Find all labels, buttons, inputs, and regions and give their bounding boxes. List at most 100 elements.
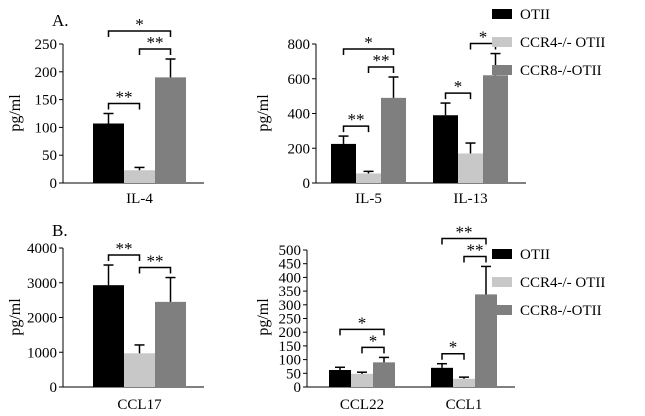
y-tick-label: 0 xyxy=(294,380,302,396)
legend-label: OTII xyxy=(520,7,550,23)
bar xyxy=(373,362,395,387)
y-axis-label: pg/ml xyxy=(7,94,24,132)
bar xyxy=(124,353,155,387)
y-tick-label: 100 xyxy=(279,353,302,369)
bar xyxy=(431,367,453,387)
y-axis-label: pg/ml xyxy=(7,298,24,336)
bar xyxy=(351,373,373,387)
y-tick-label: 250 xyxy=(35,37,58,53)
significance-bracket xyxy=(342,48,395,56)
bar xyxy=(93,123,124,183)
significance-bracket xyxy=(339,328,385,336)
significance-label: ** xyxy=(147,33,164,52)
significance-bracket xyxy=(138,48,172,56)
y-tick-label: 4000 xyxy=(27,241,57,257)
y-axis-label: pg/ml xyxy=(255,94,272,132)
significance-bracket xyxy=(361,346,385,354)
y-tick-label: 600 xyxy=(288,72,311,88)
bar xyxy=(93,285,124,387)
legend-bottom: OTII CCR4-/- OTII CCR8-/-OTII xyxy=(492,247,605,319)
significance-label: * xyxy=(358,313,367,332)
y-tick-label: 250 xyxy=(279,312,302,328)
y-tick-label: 400 xyxy=(279,270,302,286)
y-axis-label: pg/ml xyxy=(255,298,272,336)
significance-label: ** xyxy=(116,88,133,107)
bar xyxy=(483,75,508,183)
y-tick-label: 300 xyxy=(279,298,302,314)
significance-bracket xyxy=(367,66,395,74)
y-tick-label: 400 xyxy=(288,107,311,123)
significance-bracket xyxy=(107,254,141,262)
legend-label: CCR8-/-OTII xyxy=(520,303,602,319)
category-label: CCL17 xyxy=(117,397,162,413)
significance-bracket xyxy=(107,102,141,110)
panel-label-a: A. xyxy=(52,11,69,30)
y-tick-label: 1000 xyxy=(27,345,57,361)
bar xyxy=(381,97,406,183)
y-tick-label: 350 xyxy=(279,284,302,300)
significance-label: ** xyxy=(456,222,473,241)
category-label: CCL22 xyxy=(340,397,384,413)
significance-label: * xyxy=(454,77,463,96)
category-label: IL-4 xyxy=(126,191,153,207)
bar xyxy=(124,170,155,183)
legend-swatch xyxy=(492,65,512,75)
legend-label: CCR8-/-OTII xyxy=(520,63,602,79)
significance-label: ** xyxy=(116,239,133,258)
bar xyxy=(331,143,356,183)
bar xyxy=(155,301,186,387)
legend-swatch xyxy=(492,249,512,259)
y-tick-label: 50 xyxy=(286,366,301,382)
y-tick-label: 150 xyxy=(279,339,302,355)
bar xyxy=(155,77,186,183)
category-label: IL-5 xyxy=(355,191,382,207)
chart-ccl17: 0 1000 2000 3000 4000 pg/ml CCL17 ** ** xyxy=(7,239,204,413)
significance-bracket xyxy=(138,266,172,274)
legend-swatch xyxy=(492,37,512,47)
significance-bracket xyxy=(107,30,172,38)
bar xyxy=(329,370,351,387)
y-tick-label: 50 xyxy=(42,148,57,164)
y-tick-label: 200 xyxy=(279,325,302,341)
significance-label: * xyxy=(135,15,144,34)
legend-label: CCR4-/- OTII xyxy=(520,275,605,291)
y-tick-label: 3000 xyxy=(27,276,57,292)
significance-bracket xyxy=(342,125,370,133)
category-label: IL-13 xyxy=(453,191,487,207)
legend-label: OTII xyxy=(520,247,550,263)
significance-bracket xyxy=(441,352,465,360)
y-tick-label: 450 xyxy=(279,257,302,273)
bar xyxy=(453,378,475,387)
category-label: CCL1 xyxy=(446,397,483,413)
y-tick-label: 0 xyxy=(303,176,311,192)
y-tick-label: 150 xyxy=(35,93,58,109)
significance-label: * xyxy=(479,28,488,47)
y-tick-label: 2000 xyxy=(27,311,57,327)
bar xyxy=(458,153,483,183)
significance-bracket xyxy=(463,255,487,263)
legend-swatch xyxy=(492,277,512,287)
panel-label-b: B. xyxy=(52,221,68,240)
y-tick-label: 100 xyxy=(35,120,58,136)
significance-label: * xyxy=(449,338,458,357)
y-tick-label: 800 xyxy=(288,37,311,53)
y-tick-label: 500 xyxy=(279,243,302,259)
bar xyxy=(433,115,458,183)
significance-label: * xyxy=(369,331,378,350)
significance-label: ** xyxy=(147,252,164,271)
significance-label: * xyxy=(364,33,373,52)
legend-label: CCR4-/- OTII xyxy=(520,35,605,51)
significance-label: ** xyxy=(373,51,390,70)
legend-top: OTII CCR4-/- OTII CCR8-/-OTII xyxy=(492,7,605,79)
y-tick-label: 0 xyxy=(50,176,58,192)
significance-label: ** xyxy=(467,240,484,259)
significance-bracket xyxy=(444,92,472,100)
legend-swatch xyxy=(492,9,512,19)
legend-swatch xyxy=(492,305,512,315)
y-tick-label: 0 xyxy=(50,380,58,396)
y-tick-label: 200 xyxy=(35,65,58,81)
